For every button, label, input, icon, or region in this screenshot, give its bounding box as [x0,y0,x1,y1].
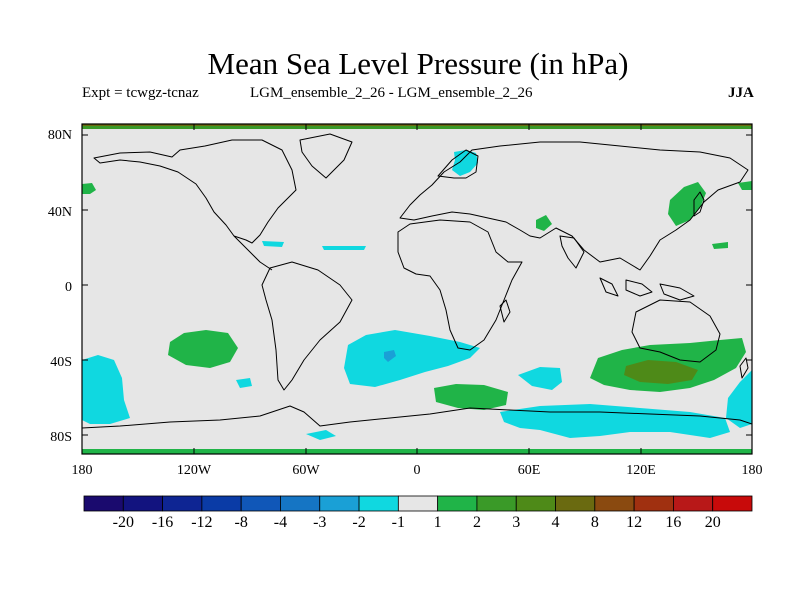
lat-label-40n: 40N [48,205,72,220]
longitude-axis: 180 120W 60W 0 60E 120E 180 [72,463,763,478]
sumatra-coast [599,277,619,297]
colorbar-label: 2 [473,514,481,531]
indian-ocean-low [518,367,562,390]
pacific-edge-high [82,183,96,194]
south-america-coast [261,261,353,391]
colorbar-swatch [555,495,596,512]
lat-label-0: 0 [65,280,72,295]
lon-label-0: 0 [414,463,421,478]
colorbar-label: -12 [191,514,212,531]
eurasia-coast [399,141,749,271]
colorbar: -20 -16 -12 -8 -4 -3 -2 -1 1 2 3 4 8 12 16 20 [83,495,753,531]
north-america-coast [93,139,297,244]
colorbar-label: 4 [552,514,560,531]
patagonia-low [236,378,252,388]
india-coast [559,235,585,269]
greenland-coast [299,133,353,179]
colorbar-label: -2 [352,514,365,531]
colorbar-swatch [476,495,517,512]
new-zealand-coast [739,357,749,379]
colorbar-label: -20 [113,514,134,531]
lon-label-120w: 120W [177,463,212,478]
colorbar-swatch [712,495,753,512]
colorbar-swatch [358,495,399,512]
lat-label-80n: 80N [48,128,72,143]
southern-ocean-high [434,384,508,410]
colorbar-swatch [201,495,242,512]
ensemble-label: LGM_ensemble_2_26 - LGM_ensemble_2_26 [250,85,533,101]
map-title: Mean Sea Level Pressure (in hPa) [207,46,629,81]
colorbar-swatch [397,495,439,512]
colorbar-swatch [319,495,360,512]
lat-label-80s: 80S [50,430,72,445]
africa-coast [397,219,523,351]
map-background [82,124,752,454]
north-pacific-small-high [712,242,728,249]
lon-label-60w: 60W [292,463,320,478]
colorbar-label: 12 [626,514,642,531]
colorbar-swatch [633,495,674,512]
colorbar-swatch [240,495,281,512]
scandinavia-low [452,150,478,176]
lon-label-120e: 120E [626,463,656,478]
colorbar-swatch [515,495,556,512]
colorbar-swatch [673,495,714,512]
east-pacific-high [168,330,238,368]
south-australia-core-high [624,360,698,384]
pacific-edge-high-east [738,181,752,190]
colorbar-label: -16 [152,514,173,531]
colorbar-label: 1 [434,514,442,531]
south-atlantic-low [344,330,480,387]
colorbar-swatch [437,495,478,512]
west-pacific-low [82,355,130,424]
weddell-low [306,430,336,440]
colorbar-swatch [83,495,124,512]
japan-high [668,182,706,226]
borneo-coast [625,279,653,297]
axis-ticks [81,124,753,454]
colorbar-swatch [162,495,203,512]
new-guinea-coast [659,283,695,301]
atlantic-strip-low [322,246,366,250]
central-asia-high [536,215,552,231]
south-atlantic-core-low [384,350,396,362]
lon-label-60e: 60E [518,463,541,478]
east-pacific-edge-low [726,370,752,428]
central-america-coast [233,235,273,271]
colorbar-label: -3 [313,514,326,531]
caribbean-low [262,241,284,247]
lon-label-180w: 180 [72,463,93,478]
colorbar-swatch [594,495,635,512]
colorbar-label: 8 [591,514,599,531]
antarctica-coast [82,405,752,429]
colorbar-label: -1 [392,514,405,531]
experiment-label: Expt = tcwgz-tcnaz [82,85,199,101]
colorbar-label: -8 [235,514,248,531]
season-label: JJA [728,85,754,101]
colorbar-swatch [280,495,321,512]
japan-coast [693,191,705,217]
colorbar-label: 20 [705,514,721,531]
lat-label-40s: 40S [50,355,72,370]
australia-coast [631,299,721,363]
scandinavia-coast [437,149,479,179]
coastlines [82,133,752,429]
lon-label-180e: 180 [742,463,763,478]
colorbar-label: 16 [665,514,681,531]
colorbar-label: -4 [274,514,287,531]
latitude-axis: 80N 40N 0 40S 80S [48,128,72,445]
colorbar-swatch [122,495,163,512]
colorbar-label: 3 [512,514,520,531]
madagascar-coast [499,299,511,323]
